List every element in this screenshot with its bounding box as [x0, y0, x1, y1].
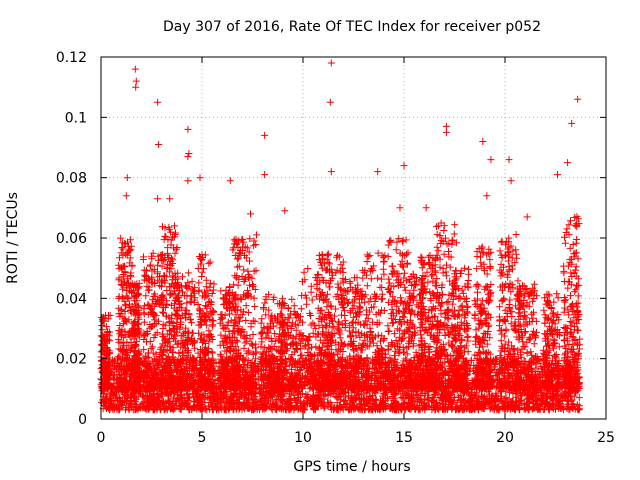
data-point — [198, 273, 206, 280]
data-point — [206, 298, 214, 305]
data-point — [397, 394, 405, 402]
data-point — [198, 268, 206, 276]
data-point — [171, 222, 178, 230]
data-point — [163, 300, 171, 308]
data-point — [487, 398, 495, 405]
data-point — [251, 393, 259, 401]
data-point — [411, 405, 419, 413]
data-point — [137, 390, 145, 398]
data-point — [183, 299, 191, 307]
data-point — [172, 245, 180, 253]
data-point — [420, 395, 428, 403]
data-point — [516, 397, 524, 405]
data-point — [249, 282, 257, 290]
data-point — [253, 231, 260, 239]
data-point — [387, 403, 395, 411]
data-point — [449, 398, 456, 406]
data-point — [341, 396, 349, 404]
data-point — [218, 394, 226, 402]
data-point — [448, 404, 456, 412]
data-point — [195, 287, 203, 295]
data-point — [253, 399, 261, 407]
data-point — [167, 265, 175, 273]
data-point — [115, 294, 123, 302]
data-point — [502, 398, 510, 406]
data-point — [240, 266, 248, 274]
data-point — [251, 303, 259, 310]
data-point — [244, 309, 252, 316]
data-point — [217, 352, 225, 360]
data-point — [295, 394, 303, 401]
data-point — [491, 396, 499, 404]
data-point — [238, 389, 246, 397]
data-point — [234, 281, 242, 289]
data-point — [167, 290, 175, 298]
data-point — [575, 406, 583, 414]
data-point — [479, 393, 487, 401]
data-point — [195, 279, 203, 287]
data-point — [189, 404, 197, 412]
data-point — [146, 261, 154, 269]
data-point — [262, 404, 270, 412]
data-point — [140, 400, 147, 408]
data-point — [206, 279, 214, 287]
data-point — [325, 399, 333, 407]
data-point — [154, 261, 162, 269]
data-point — [234, 399, 242, 407]
data-point — [206, 258, 214, 266]
data-points — [97, 59, 584, 414]
data-point — [556, 404, 564, 412]
data-point — [179, 288, 186, 296]
data-point — [210, 280, 218, 288]
data-point — [182, 310, 190, 318]
data-point — [217, 287, 225, 295]
data-point — [311, 404, 319, 411]
data-point — [119, 285, 127, 293]
data-point — [250, 267, 258, 275]
data-point — [215, 405, 223, 413]
data-point — [333, 393, 341, 401]
data-point — [357, 406, 365, 414]
data-point — [575, 394, 583, 402]
data-point — [186, 298, 194, 306]
data-point — [421, 389, 429, 397]
data-point — [202, 276, 210, 284]
data-point — [150, 389, 157, 397]
data-point — [512, 393, 520, 401]
data-point — [201, 390, 209, 398]
data-point — [119, 401, 127, 409]
data-point — [262, 394, 270, 402]
data-point — [481, 392, 489, 400]
data-point — [217, 331, 225, 339]
data-point — [208, 349, 216, 357]
data-point — [492, 389, 500, 397]
data-point — [195, 329, 203, 337]
data-point — [462, 399, 469, 407]
data-point — [256, 396, 264, 404]
data-point — [149, 249, 157, 257]
data-point — [537, 362, 545, 370]
data-point — [209, 403, 217, 411]
data-point — [190, 397, 198, 405]
data-point — [249, 331, 257, 338]
data-point — [208, 322, 216, 330]
data-point — [297, 390, 304, 398]
data-point — [170, 393, 178, 401]
data-point — [194, 301, 202, 308]
data-point — [244, 267, 252, 275]
data-point — [402, 389, 410, 397]
data-point — [557, 392, 565, 400]
data-point — [233, 263, 241, 271]
data-point — [184, 269, 192, 277]
data-point — [286, 361, 294, 369]
data-point — [554, 399, 562, 407]
data-point — [106, 395, 114, 403]
data-point — [205, 259, 213, 267]
data-point — [117, 234, 125, 242]
data-point — [161, 232, 169, 240]
data-point — [336, 401, 343, 409]
